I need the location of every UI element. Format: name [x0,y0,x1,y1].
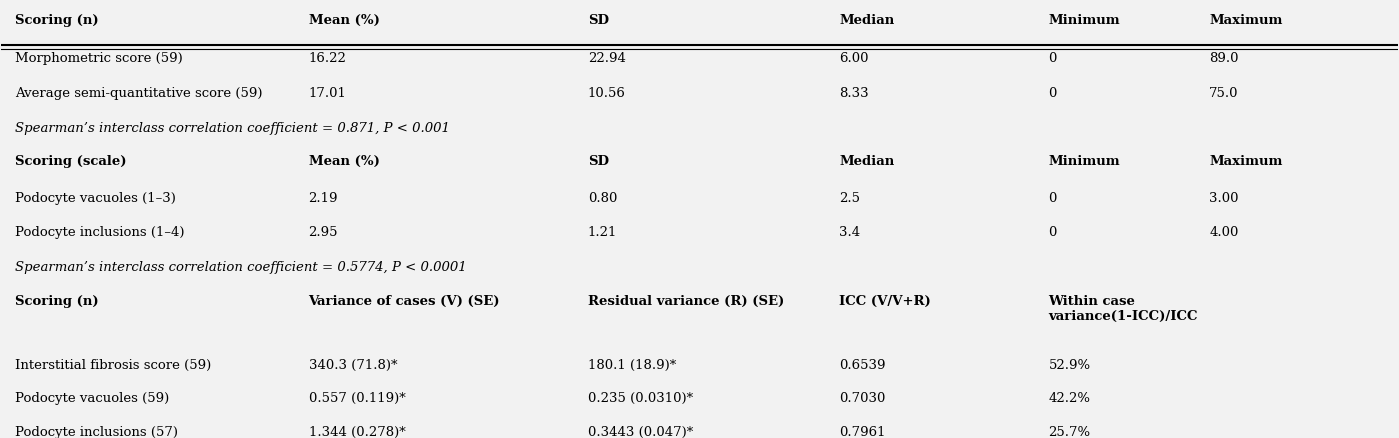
Text: 0.3443 (0.047)*: 0.3443 (0.047)* [588,426,693,438]
Text: 2.95: 2.95 [309,226,339,240]
Text: 0.6539: 0.6539 [839,359,886,372]
Text: 17.01: 17.01 [309,87,347,100]
Text: 3.4: 3.4 [839,226,860,240]
Text: Median: Median [839,14,894,27]
Text: Podocyte inclusions (57): Podocyte inclusions (57) [15,426,178,438]
Text: Interstitial fibrosis score (59): Interstitial fibrosis score (59) [15,359,211,372]
Text: 0.235 (0.0310)*: 0.235 (0.0310)* [588,392,693,406]
Text: SD: SD [588,14,609,27]
Text: 89.0: 89.0 [1209,52,1238,65]
Text: 75.0: 75.0 [1209,87,1238,100]
Text: Residual variance (R) (SE): Residual variance (R) (SE) [588,295,783,308]
Text: Maximum: Maximum [1209,155,1283,169]
Text: Mean (%): Mean (%) [309,14,379,27]
Text: Morphometric score (59): Morphometric score (59) [15,52,183,65]
Text: Variance of cases (V) (SE): Variance of cases (V) (SE) [309,295,499,308]
Text: Podocyte vacuoles (59): Podocyte vacuoles (59) [15,392,169,406]
Text: 8.33: 8.33 [839,87,869,100]
Text: 180.1 (18.9)*: 180.1 (18.9)* [588,359,676,372]
Text: 10.56: 10.56 [588,87,625,100]
Text: 0: 0 [1049,52,1056,65]
Text: 22.94: 22.94 [588,52,625,65]
Text: 0: 0 [1049,87,1056,100]
Text: 0.7961: 0.7961 [839,426,886,438]
Text: 3.00: 3.00 [1209,191,1238,205]
Text: Podocyte vacuoles (1–3): Podocyte vacuoles (1–3) [15,191,176,205]
Text: Within case
variance(1-ICC)/ICC: Within case variance(1-ICC)/ICC [1049,295,1198,323]
Text: Mean (%): Mean (%) [309,155,379,169]
Text: 0.7030: 0.7030 [839,392,886,406]
Text: SD: SD [588,155,609,169]
Text: 2.19: 2.19 [309,191,339,205]
Text: Median: Median [839,155,894,169]
Text: Spearman’s interclass correlation coefficient = 0.871, P < 0.001: Spearman’s interclass correlation coeffi… [15,122,450,135]
Text: 0.557 (0.119)*: 0.557 (0.119)* [309,392,406,406]
Text: 25.7%: 25.7% [1049,426,1091,438]
Text: Spearman’s interclass correlation coefficient = 0.5774, P < 0.0001: Spearman’s interclass correlation coeffi… [15,261,467,274]
Text: Average semi-quantitative score (59): Average semi-quantitative score (59) [15,87,263,100]
Text: 0: 0 [1049,191,1056,205]
Text: 6.00: 6.00 [839,52,869,65]
Text: 340.3 (71.8)*: 340.3 (71.8)* [309,359,397,372]
Text: Minimum: Minimum [1049,14,1121,27]
Text: ICC (V/V+R): ICC (V/V+R) [839,295,930,308]
Text: Scoring (scale): Scoring (scale) [15,155,127,169]
Text: 4.00: 4.00 [1209,226,1238,240]
Text: Maximum: Maximum [1209,14,1283,27]
Text: Podocyte inclusions (1–4): Podocyte inclusions (1–4) [15,226,185,240]
Text: 0: 0 [1049,226,1056,240]
Text: Scoring (n): Scoring (n) [15,295,99,308]
Text: 1.21: 1.21 [588,226,617,240]
Text: 1.344 (0.278)*: 1.344 (0.278)* [309,426,406,438]
Text: 16.22: 16.22 [309,52,347,65]
Text: 52.9%: 52.9% [1049,359,1091,372]
Text: 0.80: 0.80 [588,191,617,205]
Text: Minimum: Minimum [1049,155,1121,169]
Text: Scoring (n): Scoring (n) [15,14,99,27]
Text: 42.2%: 42.2% [1049,392,1091,406]
Text: 2.5: 2.5 [839,191,860,205]
